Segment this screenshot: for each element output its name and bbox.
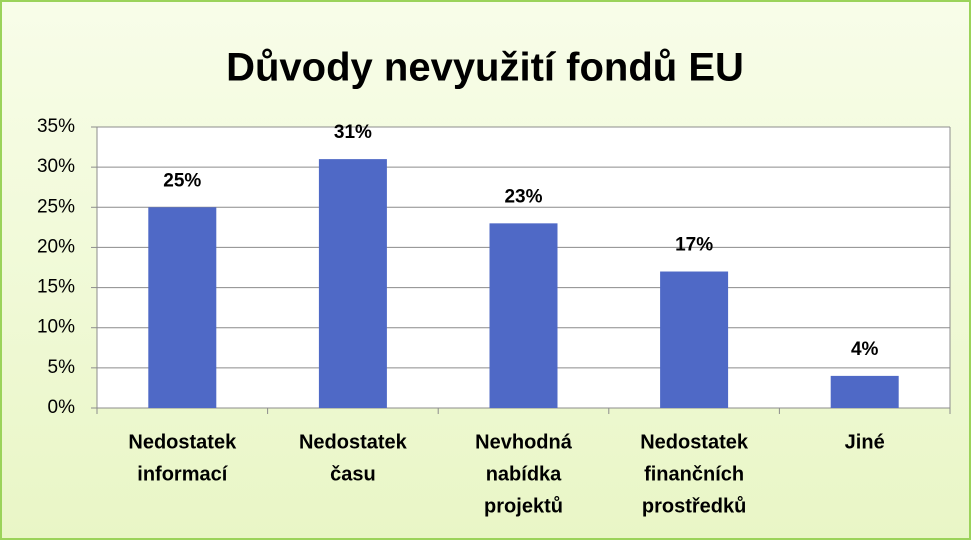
x-tick-label: času	[330, 463, 376, 485]
y-tick-label: 20%	[37, 236, 75, 257]
bar	[148, 207, 217, 408]
y-tick-label: 15%	[37, 277, 75, 298]
y-tick-label: 10%	[37, 317, 75, 338]
x-tick-label: Nedostatek	[299, 431, 408, 453]
y-tick-label: 5%	[48, 357, 76, 378]
y-tick-label: 35%	[37, 116, 75, 137]
bar	[830, 375, 899, 408]
x-tick-label: Nedostatek	[128, 431, 237, 453]
data-label: 4%	[851, 339, 879, 360]
data-label: 31%	[334, 122, 372, 143]
bar	[318, 159, 387, 408]
x-tick-label: nabídka	[486, 463, 562, 485]
chart-title: Důvody nevyužití fondů EU	[226, 46, 744, 90]
y-tick-label: 0%	[48, 397, 76, 418]
x-tick-label: finančních	[644, 463, 744, 485]
x-tick-label: prostředků	[642, 495, 746, 517]
x-tick-label: Nedostatek	[640, 431, 749, 453]
data-label: 25%	[163, 170, 201, 191]
x-tick-label: Jiné	[845, 431, 885, 453]
data-label: 23%	[504, 186, 542, 207]
data-label: 17%	[675, 235, 713, 256]
y-tick-label: 30%	[37, 156, 75, 177]
x-tick-label: projektů	[484, 495, 563, 517]
bar	[489, 223, 558, 408]
y-tick-label: 25%	[37, 196, 75, 217]
bar	[660, 271, 729, 408]
x-tick-label: informací	[137, 463, 228, 485]
x-tick-label: Nevhodná	[475, 431, 573, 453]
